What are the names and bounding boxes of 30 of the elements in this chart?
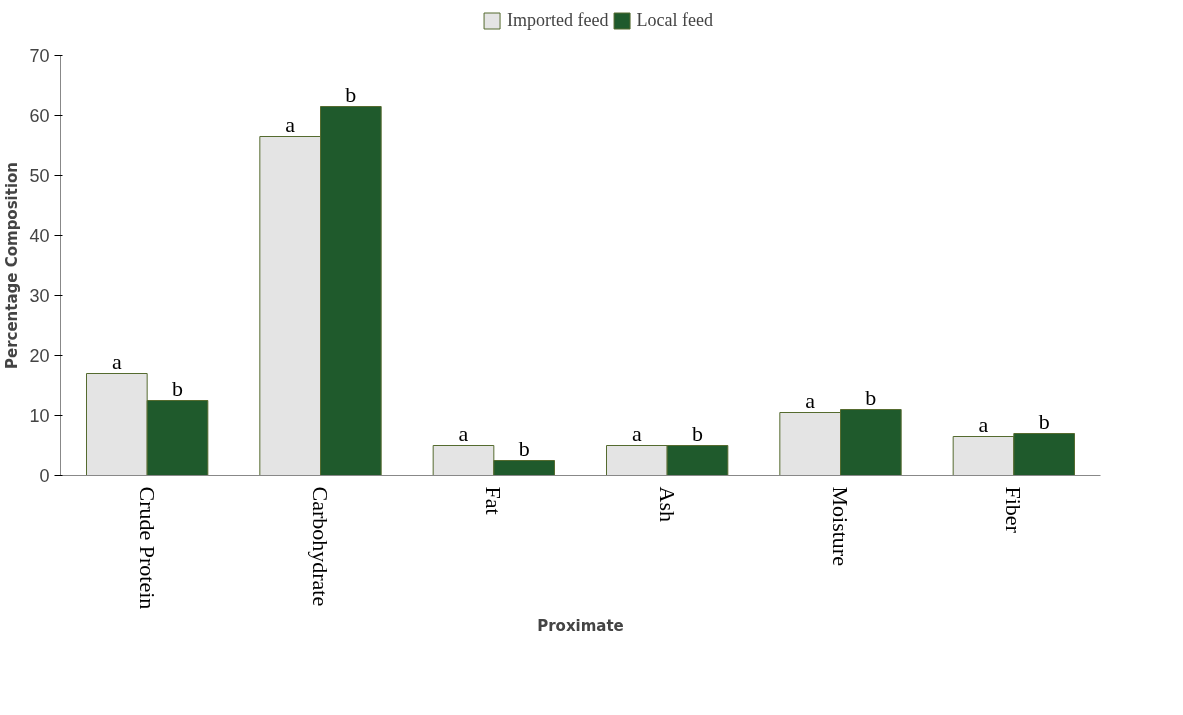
data-label: a xyxy=(458,420,469,446)
y-tick-label: 0 xyxy=(39,466,50,486)
x-tick-label: Fiber xyxy=(1001,486,1027,534)
legend-label: Imported feed xyxy=(507,9,609,31)
y-tick-label: 60 xyxy=(29,106,50,126)
data-label: a xyxy=(631,420,642,446)
x-tick-label: Crude Protein xyxy=(134,486,160,610)
y-tick-label: 10 xyxy=(29,406,50,426)
data-label: a xyxy=(111,348,122,374)
x-tick-label: Ash xyxy=(654,486,680,522)
data-label: a xyxy=(805,387,816,413)
y-tick-label: 30 xyxy=(29,286,50,306)
data-label: b xyxy=(518,435,530,461)
x-axis-title: Proximate xyxy=(537,617,624,636)
data-label: a xyxy=(978,411,989,437)
y-tick-label: 70 xyxy=(29,46,50,66)
data-label: b xyxy=(865,384,877,410)
y-tick-label: 40 xyxy=(29,226,50,246)
data-label: b xyxy=(1038,408,1050,434)
x-tick-label: Moisture xyxy=(828,486,853,566)
y-tick-label: 50 xyxy=(29,166,50,186)
data-label: b xyxy=(172,375,183,401)
data-label: b xyxy=(345,81,357,107)
y-axis-title: Percentage Composition xyxy=(3,161,22,370)
data-label: a xyxy=(285,111,296,137)
x-tick-label: Fat xyxy=(481,486,507,515)
data-label: b xyxy=(692,420,703,446)
legend-label: Local feed xyxy=(636,9,713,31)
x-tick-label: Carbohydrate xyxy=(308,486,333,607)
y-tick-label: 20 xyxy=(29,346,50,366)
